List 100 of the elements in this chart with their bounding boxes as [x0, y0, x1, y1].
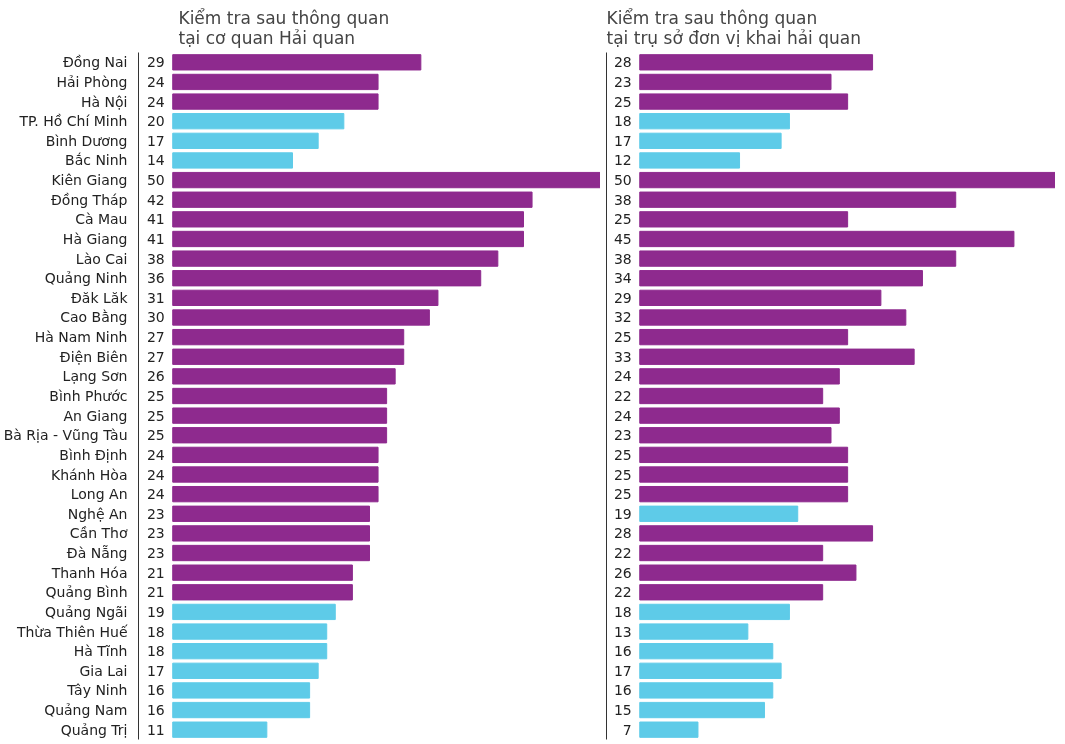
bar	[639, 54, 874, 71]
data-label: 18	[613, 113, 632, 130]
y-tick-label: An Giang	[63, 407, 128, 424]
y-tick-label: Lạng Sơn	[62, 368, 128, 385]
data-label: 45	[613, 230, 632, 247]
data-label: 33	[613, 348, 632, 365]
y-tick-label: Cà Mau	[75, 211, 128, 228]
data-label: 29	[146, 54, 165, 71]
data-label: 25	[613, 329, 632, 346]
bar	[639, 584, 824, 601]
data-label: 24	[146, 466, 165, 483]
data-label: 23	[146, 545, 165, 562]
y-tick-label: Hà Giang	[62, 230, 128, 247]
bar	[639, 662, 782, 679]
y-tick-label: Đồng Tháp	[50, 191, 128, 208]
data-label: 22	[613, 545, 632, 562]
data-label: 38	[613, 250, 632, 267]
data-label: 11	[146, 721, 165, 738]
data-label: 26	[146, 368, 165, 385]
data-label: 28	[613, 525, 632, 542]
data-label: 16	[146, 702, 165, 719]
data-label: 31	[146, 289, 165, 306]
bar	[172, 289, 439, 307]
data-label: 36	[146, 270, 165, 287]
y-tick-label: Nghệ An	[67, 505, 128, 522]
bar	[172, 466, 379, 483]
bar	[172, 721, 268, 738]
data-label: 7	[622, 721, 632, 738]
bar	[172, 328, 405, 346]
bar	[639, 387, 824, 405]
data-label: 29	[613, 289, 632, 306]
bar	[172, 643, 328, 660]
y-tick-label: Khánh Hòa	[51, 466, 128, 483]
data-label: 25	[613, 211, 632, 228]
bar	[639, 289, 882, 307]
data-label: 34	[613, 270, 632, 287]
bar	[172, 171, 600, 189]
data-label: 42	[146, 191, 165, 208]
y-tick-label: Bà Rịa - Vũng Tàu	[3, 427, 128, 444]
data-label: 27	[146, 348, 165, 365]
bar	[172, 564, 353, 581]
data-label: 24	[146, 486, 165, 503]
chart-title: Kiểm tra sau thông quan tại trụ sở đơn vị khai hải quan	[606, 7, 862, 48]
data-label: 25	[146, 427, 165, 444]
data-label: 23	[146, 525, 165, 542]
y-tick-label: Điện Biên	[59, 348, 128, 365]
data-label: 17	[146, 662, 165, 679]
y-tick-label: Cần Thơ	[69, 525, 128, 542]
data-label: 24	[146, 73, 165, 90]
bar	[172, 505, 370, 522]
bar	[172, 250, 499, 267]
data-label: 41	[146, 230, 165, 247]
y-tick-label: TP. Hồ Chí Minh	[18, 113, 128, 130]
bar	[172, 407, 388, 424]
bar	[639, 466, 849, 483]
data-label: 16	[613, 643, 632, 660]
data-label: 16	[146, 682, 165, 699]
data-label: 23	[613, 427, 632, 444]
data-label: 20	[146, 113, 165, 130]
data-label: 41	[146, 211, 165, 228]
bar	[639, 721, 699, 738]
y-tick-label: Đăk Lăk	[71, 289, 129, 306]
bar	[639, 407, 840, 424]
bar	[639, 93, 849, 110]
data-label: 26	[613, 564, 632, 581]
bar	[639, 485, 849, 503]
bar	[639, 603, 790, 621]
data-label: 32	[613, 309, 632, 326]
y-tick-label: Kiên Giang	[51, 172, 128, 189]
data-label: 21	[146, 564, 165, 581]
y-tick-label: Tây Ninh	[66, 682, 128, 699]
bar	[172, 387, 388, 405]
bar	[172, 309, 430, 326]
bar	[172, 211, 524, 228]
y-tick-label: Hà Tĩnh	[73, 643, 128, 660]
data-label: 22	[613, 388, 632, 404]
data-label: 25	[613, 466, 632, 483]
bar	[639, 643, 774, 660]
chart-title: Kiểm tra sau thông quan tại cơ quan Hải quan	[178, 7, 390, 48]
y-tick-label: Quảng Trị	[60, 721, 128, 738]
bar	[639, 446, 849, 464]
bar	[639, 505, 799, 522]
data-label: 25	[146, 407, 165, 424]
data-label: 28	[613, 54, 632, 71]
y-tick-label: Cao Bằng	[60, 309, 128, 326]
data-label: 19	[146, 603, 165, 620]
bar	[172, 113, 345, 130]
bar	[172, 544, 370, 562]
data-label: 25	[613, 486, 632, 503]
bar	[639, 73, 832, 91]
data-label: 23	[146, 505, 165, 522]
data-label: 15	[613, 702, 632, 719]
y-tick-label: Đồng Nai	[62, 54, 128, 71]
bar	[172, 132, 319, 149]
bar	[639, 348, 915, 365]
bar	[172, 427, 388, 444]
y-tick-label: Hà Nội	[81, 93, 128, 110]
data-label: 17	[613, 662, 632, 679]
data-label: 30	[146, 309, 165, 326]
bar	[172, 584, 353, 601]
